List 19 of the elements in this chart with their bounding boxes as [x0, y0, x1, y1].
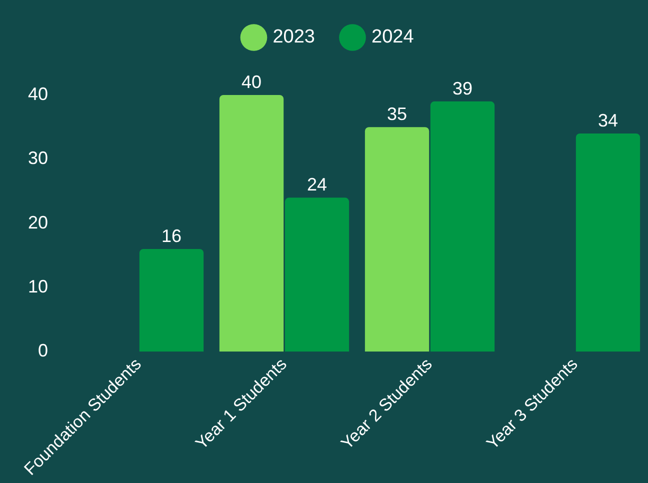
- bar: [430, 101, 495, 352]
- y-tick-label: 10: [28, 276, 48, 296]
- legend-label: 2023: [272, 26, 316, 48]
- data-label: 40: [242, 72, 262, 92]
- y-tick-label: 40: [28, 84, 48, 104]
- bar: [576, 133, 640, 352]
- y-tick-label: 20: [28, 212, 48, 232]
- bar: [364, 127, 430, 352]
- data-label: 16: [161, 226, 182, 246]
- data-label: 24: [306, 174, 328, 195]
- y-tick-label: 0: [38, 340, 48, 361]
- legend-label: 2024: [372, 26, 414, 48]
- bar: [219, 95, 284, 352]
- data-label: 39: [452, 78, 473, 98]
- data-label: 35: [387, 104, 408, 124]
- bar: [284, 198, 350, 352]
- data-label: 34: [598, 110, 618, 130]
- bar: [139, 248, 204, 352]
- y-tick-label: 30: [28, 148, 48, 168]
